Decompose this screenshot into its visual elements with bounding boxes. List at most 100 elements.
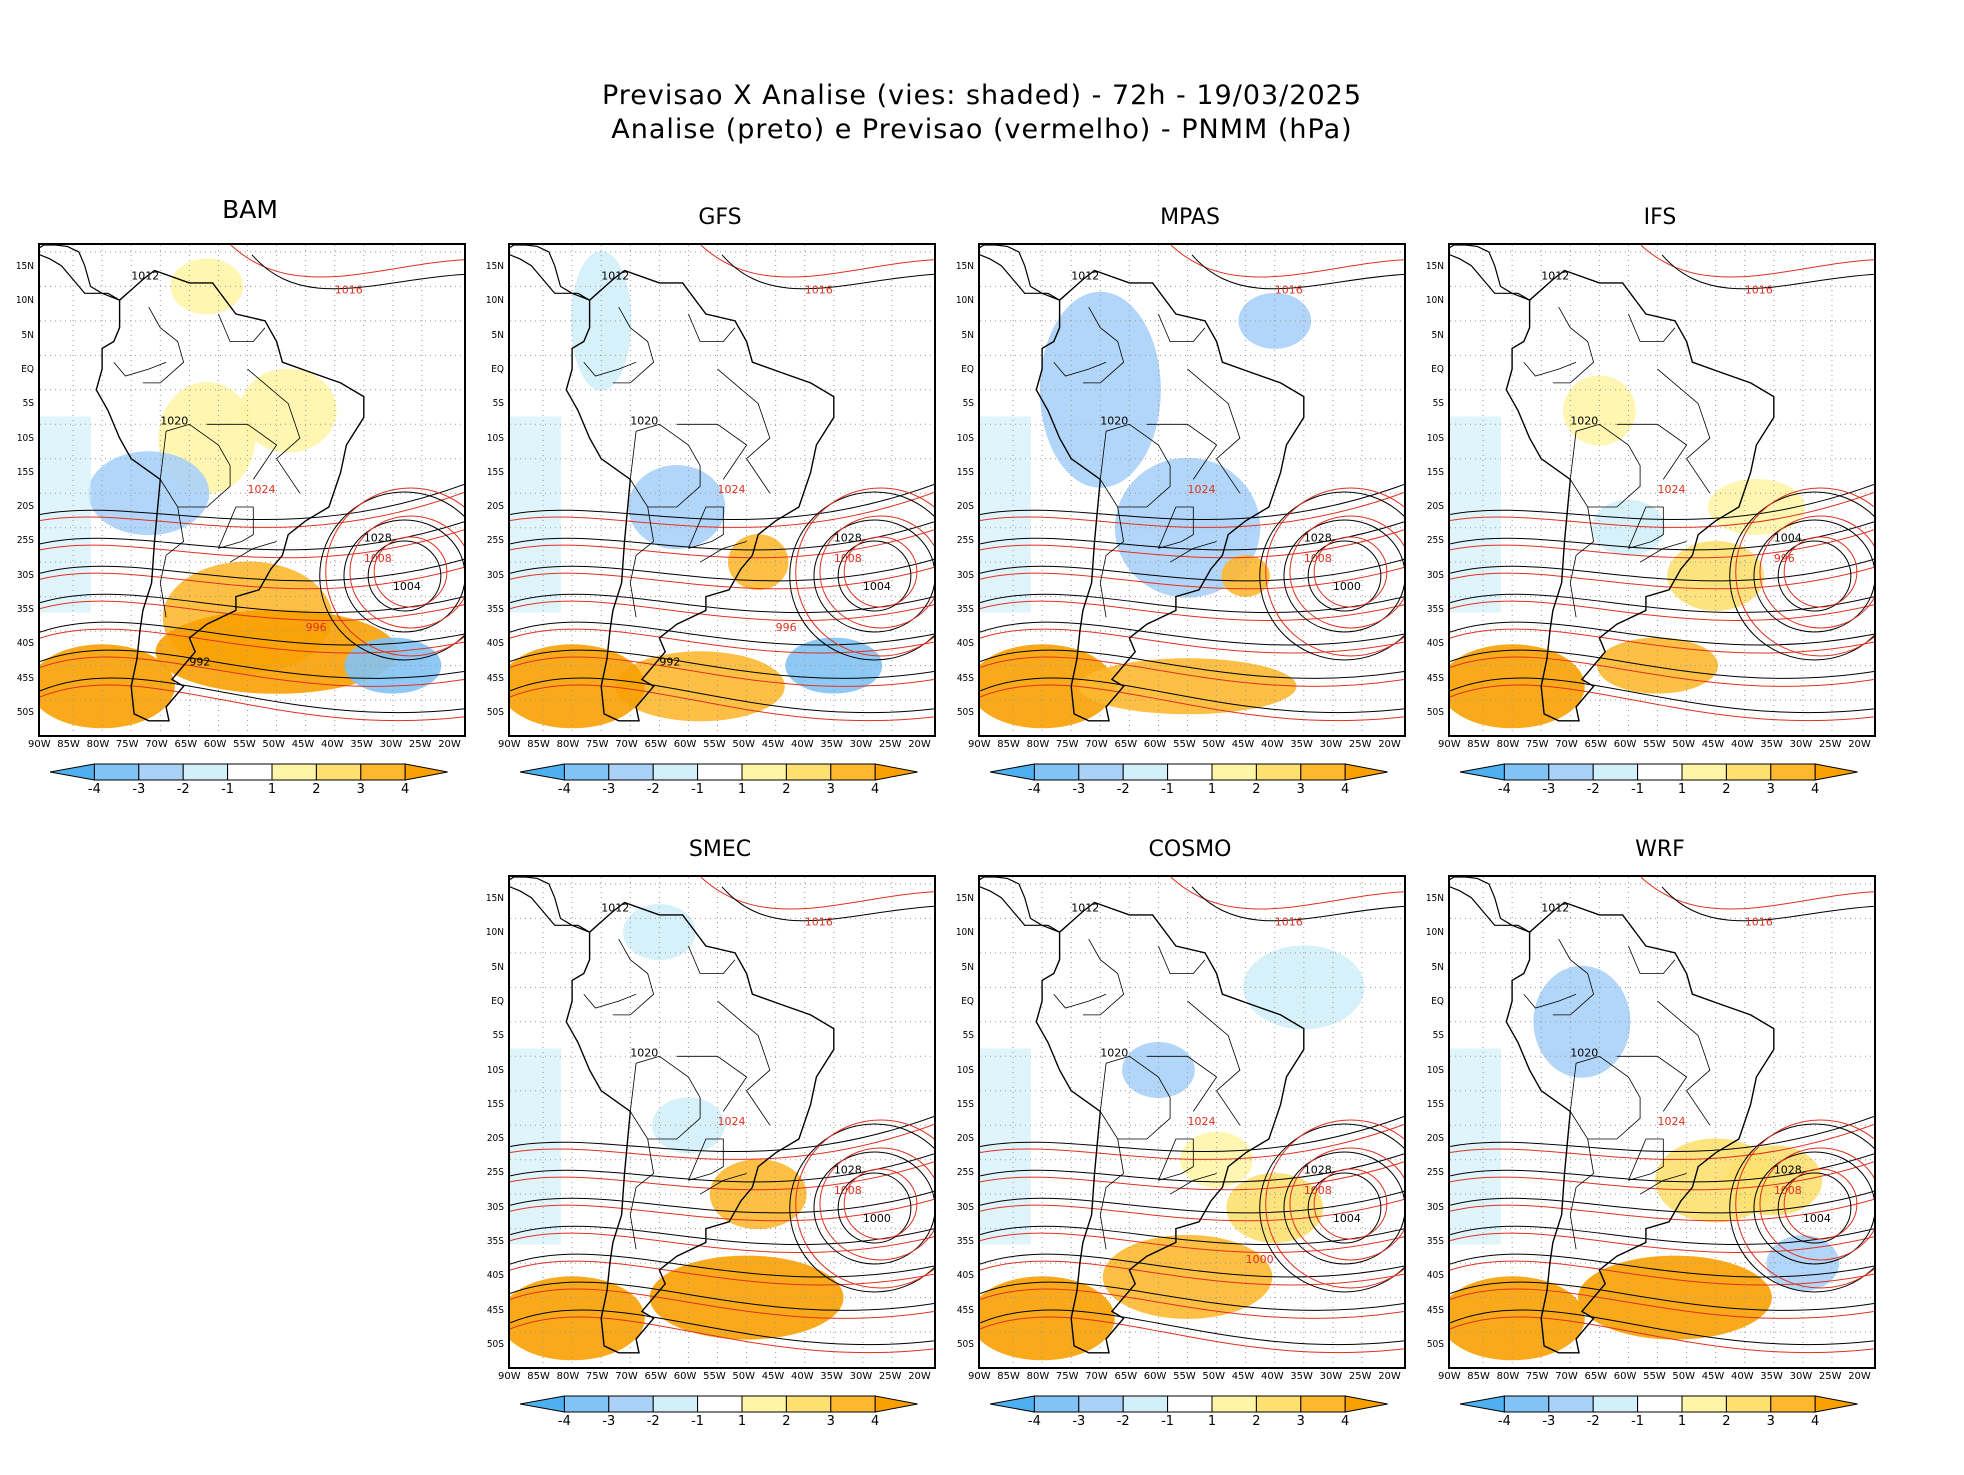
lon-tick-label: 50W <box>732 739 756 750</box>
analysis-isobar <box>980 484 1404 521</box>
forecast-isobar <box>980 1288 1404 1319</box>
forecast-isobar <box>510 1124 934 1160</box>
country-border <box>1158 313 1206 342</box>
map-canvas: 1012 1016 1020 1024 1028 1008 1004 996 992 <box>510 245 934 735</box>
map-frame: 1012 1016 1020 1024 1028 1008 1004 996 992 <box>508 243 936 737</box>
bias-shading-area <box>1592 499 1665 556</box>
lon-tick-label: 20W <box>908 1371 931 1382</box>
country-border <box>688 506 724 549</box>
colorbar-swatch <box>1548 763 1594 781</box>
lon-tick-label: 60W <box>203 739 227 750</box>
forecast-isobar <box>1450 1198 1874 1222</box>
lat-tick-label: 20S <box>1426 501 1444 513</box>
country-border <box>1639 1173 1687 1195</box>
country-border <box>229 541 277 563</box>
map-panel-wrf: WRF 15N 10N 5N EQ 5S 10S 15S 20S 25S 30S 35S 40S 45S 5… <box>1410 825 1876 1475</box>
lat-tick-label: EQ <box>1431 995 1444 1007</box>
lat-tick-label: 5S <box>492 1030 504 1042</box>
colorbar-swatch <box>697 1395 743 1413</box>
colorbar-swatch <box>652 1395 699 1413</box>
isobar-label: 1020 <box>1100 414 1128 427</box>
forecast-isobar <box>980 656 1404 687</box>
lon-tick-label: 85W <box>527 1371 550 1382</box>
bias-shading-area <box>1450 416 1501 613</box>
lat-tick-label: 10N <box>485 927 504 939</box>
colorbar-arrow-low <box>519 763 565 781</box>
isobar-label: 1008 <box>834 552 862 565</box>
country-border <box>1616 423 1688 480</box>
map-canvas: 1012 1016 1020 1024 1028 1008 1000 <box>980 245 1404 735</box>
isobar-label: 1012 <box>131 269 159 282</box>
forecast-isobar <box>1450 1260 1874 1286</box>
colorbar-swatch <box>652 763 699 781</box>
lat-tick-label: 40S <box>486 1270 504 1282</box>
forecast-isobar <box>325 487 464 657</box>
bias-shading-area <box>1450 1048 1501 1245</box>
coastline <box>1505 269 1775 722</box>
lon-tick-label: 70W <box>1555 739 1578 750</box>
lon-tick-label: 20W <box>1378 739 1401 750</box>
analysis-isobar <box>1450 1153 1874 1183</box>
colorbar-tick-label: -2 <box>646 782 660 797</box>
lon-tick-label: 75W <box>585 739 609 750</box>
country-border <box>1099 1138 1125 1250</box>
coastline <box>1035 901 1305 1354</box>
lat-tick-label: 15S <box>486 466 504 478</box>
analysis-isobar <box>510 1190 934 1214</box>
analysis-isobar <box>1283 1151 1404 1265</box>
forecast-isobar <box>1313 536 1388 608</box>
lat-tick-label: 15S <box>1426 466 1444 478</box>
forecast-isobar <box>510 566 934 590</box>
analysis-isobar <box>510 521 934 551</box>
bias-shading-area <box>615 651 785 722</box>
lon-tick-label: 30W <box>849 739 873 750</box>
lon-tick-label: 60W <box>673 1371 697 1382</box>
analysis-isobar <box>510 484 934 521</box>
lon-tick-label: 85W <box>1467 739 1490 750</box>
country-border <box>688 313 736 342</box>
isobar-label: 1004 <box>1333 1212 1361 1225</box>
analysis-isobar <box>1450 621 1874 646</box>
analysis-isobar <box>980 1253 1404 1278</box>
country-border <box>1099 1055 1171 1140</box>
forecast-isobar <box>1265 487 1404 657</box>
colorbar-tick-label: 1 <box>267 782 277 797</box>
lat-tick-label: 5S <box>492 398 504 410</box>
analysis-isobar <box>510 1309 934 1346</box>
isobar-label: 1024 <box>718 1115 746 1128</box>
colorbar-swatches <box>519 1395 918 1413</box>
isobar-label: 1008 <box>1774 1184 1802 1197</box>
lon-tick-label: 45W <box>291 739 315 750</box>
colorbar-tick-label: 4 <box>1341 1414 1350 1429</box>
analysis-isobar <box>40 621 464 646</box>
forecast-isobar <box>510 529 934 559</box>
analysis-isobar <box>1777 540 1852 612</box>
lat-tick-label: 30S <box>956 1201 974 1213</box>
lon-tick-label: 75W <box>1525 1371 1549 1382</box>
country-border <box>676 423 748 480</box>
bias-shading-area <box>170 258 244 315</box>
analysis-isobar <box>1191 254 1404 290</box>
analysis-isobar <box>510 621 934 646</box>
lon-tick-label: 25W <box>1818 1371 1842 1382</box>
colorbar-tick-label: 1 <box>737 1414 747 1429</box>
forecast-isobar <box>40 566 464 590</box>
lon-tick-label: 85W <box>997 739 1020 750</box>
country-border <box>1523 993 1577 1009</box>
lat-tick-label: 5N <box>1431 961 1444 973</box>
isobar-label: 1012 <box>1071 901 1099 914</box>
country-border <box>629 423 701 508</box>
analysis-isobar <box>510 593 934 614</box>
lat-tick-label: 15N <box>955 893 974 904</box>
figure-title-line1: Previsao X Analise (vies: shaded) - 72h … <box>601 80 1362 111</box>
isobar-label: 1016 <box>1275 915 1303 928</box>
colorbar-swatch <box>1592 763 1639 781</box>
panel-title: MPAS <box>1160 205 1220 230</box>
lat-tick-label: 25S <box>486 535 504 547</box>
map-canvas: 1012 1016 1020 1024 1028 1008 1004 <box>1450 877 1874 1367</box>
lat-tick-label: 10S <box>16 432 34 444</box>
analysis-isobar <box>1450 649 1874 679</box>
lat-tick-label: 30S <box>1426 1201 1444 1213</box>
analysis-isobar <box>721 886 934 922</box>
coastline <box>1035 269 1305 722</box>
